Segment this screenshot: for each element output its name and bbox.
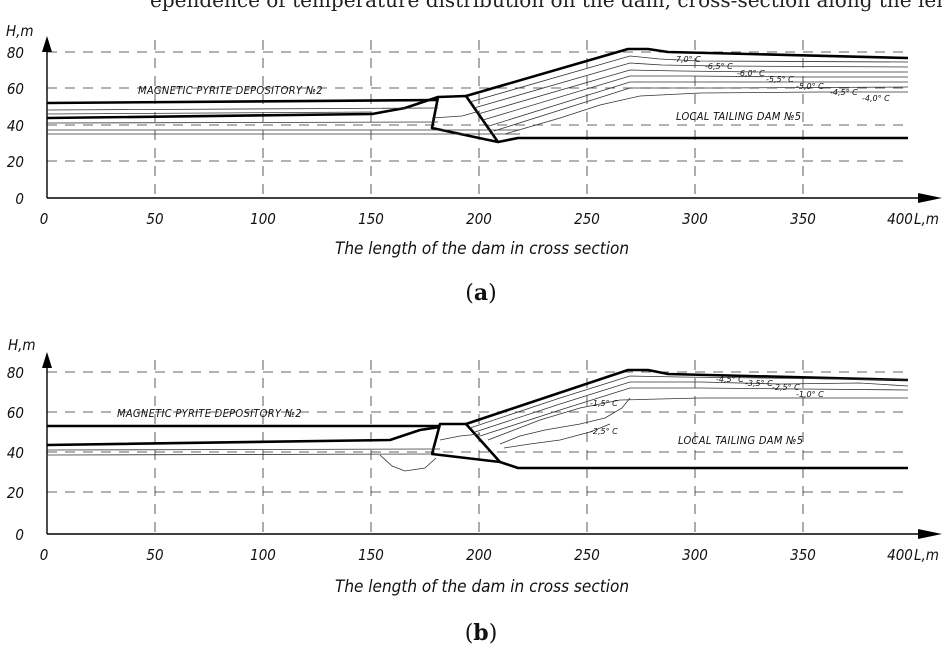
panel-a-x-axis-label: L,m bbox=[914, 210, 939, 228]
panel-a-region-left-label: MAGNETIC PYRITE DEPOSITORY №2 bbox=[138, 84, 323, 97]
y-tick-label: 20 bbox=[7, 484, 24, 502]
panel-a-x-tick-labels: 0 50 100 150 200 250 300 350 400 bbox=[40, 210, 913, 228]
panel-a-label: (a) bbox=[465, 280, 496, 306]
x-tick-label: 50 bbox=[146, 546, 163, 564]
x-tick-label: 400 bbox=[887, 546, 913, 564]
panel-a-isotherm-labels: -7,0° C -6,5° C -6,0° C -5,5° C -5,0° C … bbox=[673, 55, 890, 103]
isotherm-label: -4,5° C bbox=[830, 88, 858, 97]
isotherm-label: -7,0° C bbox=[673, 55, 701, 64]
y-tick-label: 0 bbox=[15, 526, 24, 544]
x-tick-label: 150 bbox=[358, 210, 384, 228]
panel-b-region-right-label: LOCAL TAILING DAM №5 bbox=[678, 434, 803, 447]
isotherm-label: -4,5° C bbox=[716, 375, 744, 384]
x-tick-label: 400 bbox=[887, 210, 913, 228]
panel-b-isotherm-labels: -4,5° C -3,5° C -2,5° C -1,5° C -1,0° C … bbox=[590, 375, 824, 436]
x-tick-label: 200 bbox=[466, 546, 492, 564]
isotherm-label: -4,0° C bbox=[862, 94, 890, 103]
y-tick-label: 60 bbox=[7, 80, 24, 98]
panel-a-y-tick-labels: 0 20 40 60 80 bbox=[7, 44, 24, 208]
isotherm-label: -2,5° C bbox=[590, 427, 618, 436]
x-tick-label: 100 bbox=[250, 210, 276, 228]
x-tick-label: 100 bbox=[250, 546, 276, 564]
isotherm-label: -5,5° C bbox=[766, 75, 794, 84]
x-tick-label: 350 bbox=[790, 210, 816, 228]
panel-b: 0 50 100 150 200 250 300 350 400 0 20 40… bbox=[7, 336, 942, 646]
isotherm-label: -1,5° C bbox=[590, 399, 618, 408]
panel-b-label-letter: b bbox=[473, 620, 488, 646]
x-tick-label: 250 bbox=[574, 546, 600, 564]
panel-a-region-right-label: LOCAL TAILING DAM №5 bbox=[676, 110, 801, 123]
x-tick-label: 50 bbox=[146, 210, 163, 228]
panel-b-y-tick-labels: 0 20 40 60 80 bbox=[7, 364, 24, 544]
isotherm-label: -5,0° C bbox=[796, 82, 824, 91]
panel-a-x-arrow bbox=[918, 193, 942, 203]
panel-a-y-axis-label: H,m bbox=[6, 22, 34, 40]
panel-a-y-arrow bbox=[42, 36, 52, 52]
y-tick-label: 40 bbox=[7, 444, 24, 462]
panel-b-x-title: The length of the dam in cross section bbox=[335, 577, 629, 597]
y-tick-label: 20 bbox=[7, 153, 24, 171]
panel-b-label: (b) bbox=[465, 620, 498, 646]
y-tick-label: 80 bbox=[7, 44, 24, 62]
panel-b-y-arrow bbox=[42, 352, 52, 368]
y-tick-label: 60 bbox=[7, 404, 24, 422]
panel-b-x-arrow bbox=[918, 529, 942, 539]
panel-b-region-left-label: MAGNETIC PYRITE DEPOSITORY №2 bbox=[117, 407, 302, 420]
y-tick-label: 40 bbox=[7, 117, 24, 135]
y-tick-label: 80 bbox=[7, 364, 24, 382]
panel-a-label-letter: a bbox=[474, 280, 488, 306]
x-tick-label: 150 bbox=[358, 546, 384, 564]
x-tick-label: 350 bbox=[790, 546, 816, 564]
panel-b-y-axis-label: H,m bbox=[8, 336, 36, 354]
isotherm-label: -1,0° C bbox=[796, 390, 824, 399]
isotherm-label: -6,0° C bbox=[737, 69, 765, 78]
panel-a-x-title: The length of the dam in cross section bbox=[335, 239, 629, 259]
x-tick-label: 250 bbox=[574, 210, 600, 228]
x-tick-label: 300 bbox=[682, 210, 708, 228]
x-tick-label: 0 bbox=[40, 210, 49, 228]
panel-b-x-tick-labels: 0 50 100 150 200 250 300 350 400 bbox=[40, 546, 913, 564]
y-tick-label: 0 bbox=[15, 190, 24, 208]
x-tick-label: 300 bbox=[682, 546, 708, 564]
isotherm-label: -6,5° C bbox=[705, 62, 733, 71]
isotherm-label: -3,5° C bbox=[745, 379, 773, 388]
panel-a: 0 50 100 150 200 250 300 350 400 0 20 40… bbox=[6, 22, 942, 306]
panel-b-x-axis-label: L,m bbox=[914, 546, 939, 564]
x-tick-label: 200 bbox=[466, 210, 492, 228]
x-tick-label: 0 bbox=[40, 546, 49, 564]
